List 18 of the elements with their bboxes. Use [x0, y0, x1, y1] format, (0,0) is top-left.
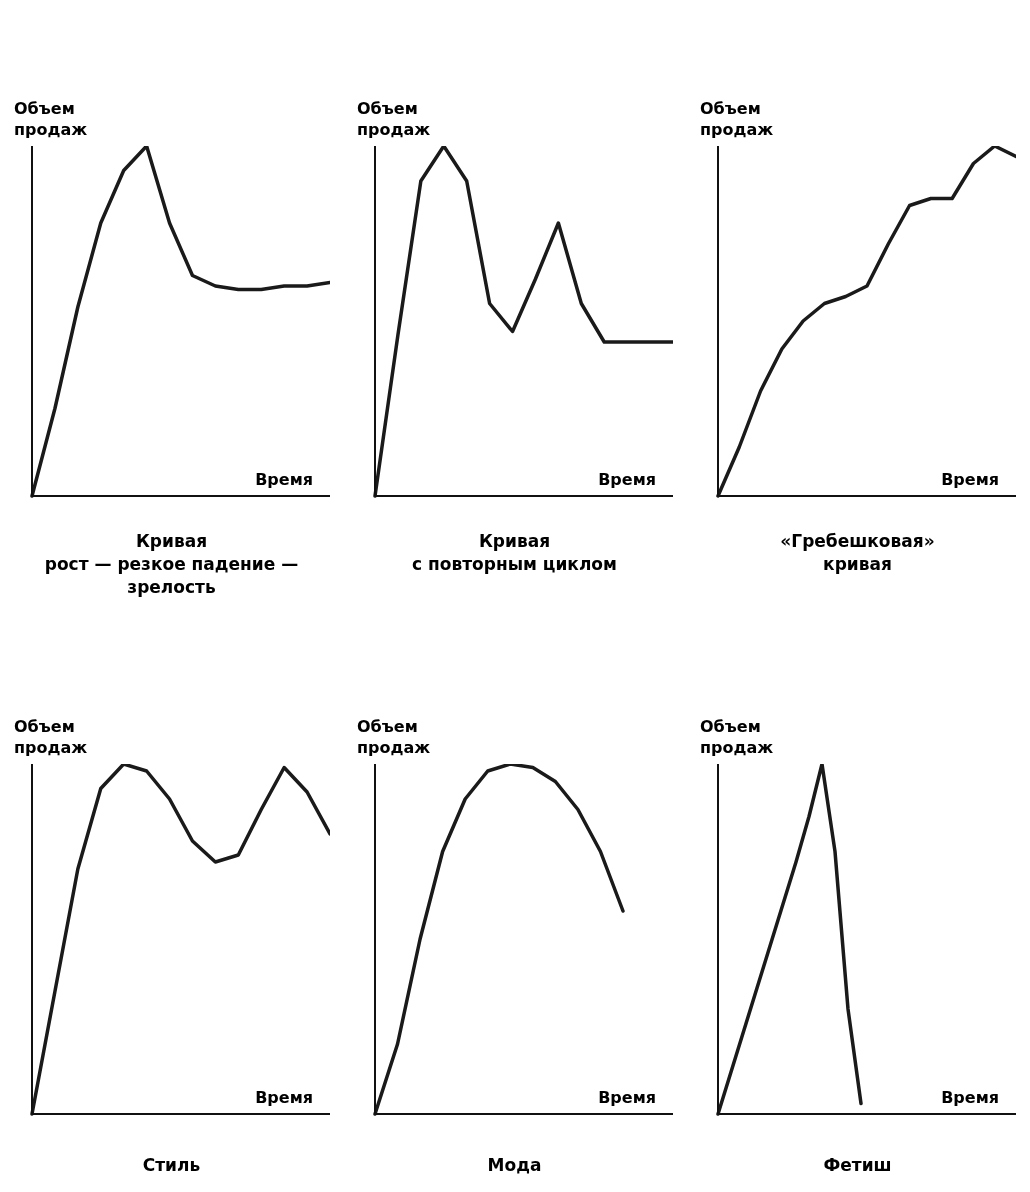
x-axis-title: Время	[598, 470, 656, 489]
text: Стиль	[141, 1154, 202, 1177]
text: Фетиш	[822, 1154, 893, 1177]
text: Мода	[486, 1154, 543, 1177]
y-axis-title: Объем продаж	[14, 98, 88, 140]
x-axis-title: Время	[255, 470, 313, 489]
x-axis-title: Время	[941, 470, 999, 489]
x-axis-title: Время	[255, 1088, 313, 1107]
text: Кривая рост — резкое падение — зрелость	[43, 530, 300, 599]
y-axis-title: Объем продаж	[14, 716, 88, 758]
text: «Гребешковая» кривая	[779, 530, 936, 576]
x-axis-title: Время	[598, 1088, 656, 1107]
text: Кривая с повторным циклом	[411, 530, 618, 576]
y-axis-title: Объем продаж	[700, 716, 774, 758]
x-axis-title: Время	[941, 1088, 999, 1107]
y-axis-title: Объем продаж	[357, 716, 431, 758]
y-axis-title: Объем продаж	[357, 98, 431, 140]
y-axis-title: Объем продаж	[700, 98, 774, 140]
